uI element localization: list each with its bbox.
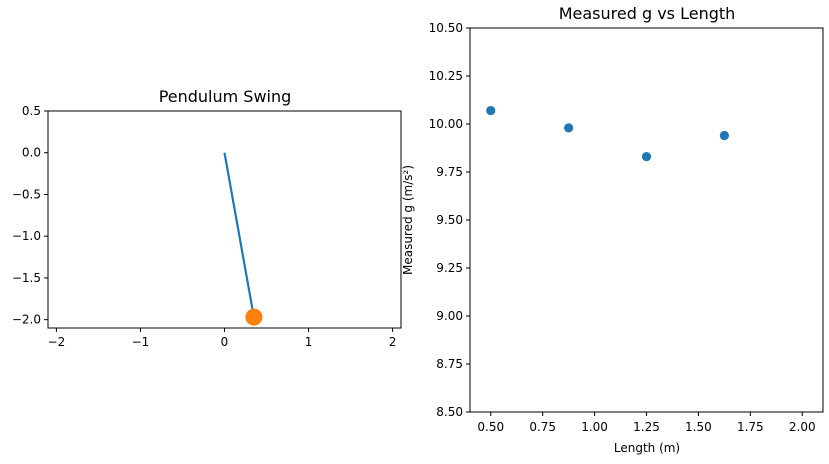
pendulum-chart-title: Pendulum Swing (159, 87, 292, 106)
gravity-chart: Measured g vs Length 0.50 0.75 1.00 1.25 1.5… (401, 4, 824, 455)
gravity-axes-frame (469, 27, 824, 413)
gravity-y-tick-label: 8.50 (436, 405, 463, 419)
pendulum-y-tick-label: 0.5 (22, 104, 41, 118)
pendulum-x-ticks: −2 −1 0 1 2 (48, 328, 397, 349)
gravity-y-tick-label: 9.00 (436, 309, 463, 323)
gravity-x-tick-label: 2.00 (789, 420, 816, 434)
gravity-y-tick-label: 10.00 (429, 117, 463, 131)
gravity-chart-title: Measured g vs Length (559, 4, 736, 23)
pendulum-plot-area (48, 111, 401, 328)
gravity-data-point (641, 152, 652, 162)
gravity-x-tick-label: 1.25 (633, 420, 660, 434)
gravity-y-tick-label: 9.25 (436, 261, 463, 275)
pendulum-y-tick-label: −1.0 (12, 229, 41, 243)
pendulum-y-tick-label: −0.5 (12, 187, 41, 201)
gravity-x-axis-label: Length (m) (614, 441, 680, 455)
pendulum-y-tick-label: −2.0 (12, 313, 41, 327)
pendulum-y-ticks: 0.5 0.0 −0.5 −1.0 −1.5 −2.0 (12, 104, 48, 327)
pendulum-bob (245, 308, 263, 326)
gravity-plot-area (470, 28, 823, 412)
gravity-y-tick-label: 9.75 (436, 165, 463, 179)
gravity-y-tick-label: 10.50 (429, 21, 463, 35)
gravity-x-ticks: 0.50 0.75 1.00 1.25 1.50 1.75 2.00 (477, 412, 816, 434)
pendulum-x-tick-label: 2 (389, 335, 397, 349)
gravity-data-point (564, 123, 574, 133)
gravity-y-tick-label: 9.50 (436, 213, 463, 227)
gravity-y-ticks: 8.50 8.75 9.00 9.25 9.50 9.75 10.00 10.25 10.50 (429, 21, 470, 419)
pendulum-chart: Pendulum Swing −2 −1 0 1 2 0.5 0.0 −0.5 −1.0 −1.… (12, 87, 402, 349)
gravity-y-axis-label: Measured g (m/s²) (401, 165, 415, 275)
pendulum-rod (223, 152, 255, 318)
pendulum-x-tick-label: −2 (48, 335, 66, 349)
gravity-x-tick-label: 0.75 (529, 420, 556, 434)
pendulum-axes-frame (47, 110, 402, 329)
gravity-x-tick-label: 1.50 (685, 420, 712, 434)
pendulum-x-tick-label: 1 (305, 335, 313, 349)
gravity-y-tick-label: 8.75 (436, 357, 463, 371)
pendulum-x-tick-label: 0 (221, 335, 229, 349)
pendulum-x-tick-label: −1 (132, 335, 150, 349)
gravity-y-tick-label: 10.25 (429, 69, 463, 83)
gravity-data-point (719, 130, 729, 141)
gravity-data-point (486, 105, 496, 116)
gravity-x-tick-label: 0.50 (477, 420, 504, 434)
gravity-x-tick-label: 1.00 (581, 420, 608, 434)
gravity-data-points (486, 105, 729, 162)
gravity-x-tick-label: 1.75 (737, 420, 764, 434)
pendulum-y-tick-label: −1.5 (12, 271, 41, 285)
pendulum-y-tick-label: 0.0 (22, 146, 41, 160)
